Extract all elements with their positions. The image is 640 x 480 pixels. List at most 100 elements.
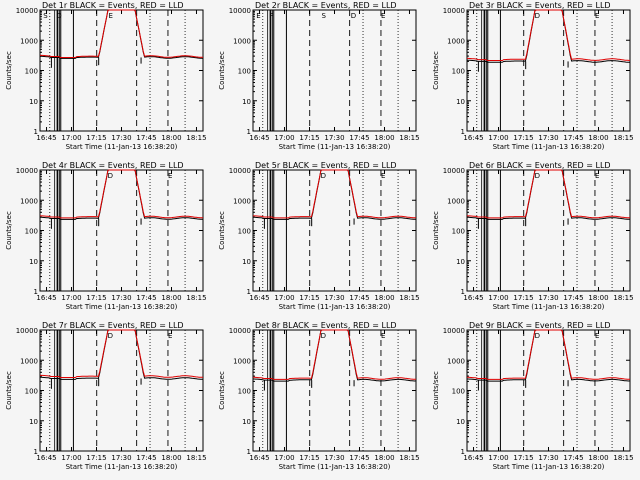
- chart-title: Det 2r BLACK = Events, RED = LLD: [255, 1, 397, 10]
- x-tick-label: 16:45: [36, 294, 56, 302]
- y-tick-label: 1: [247, 448, 251, 456]
- detector-panel-3: Det 3r BLACK = Events, RED = LLD 1 10 100 10…: [432, 1, 634, 151]
- y-tick-label: 10: [242, 258, 251, 266]
- y-tick-label: 10: [29, 418, 38, 426]
- y-axis-label: Counts/sec: [5, 51, 13, 90]
- y-tick-label: 10: [29, 98, 38, 106]
- x-tick-label: 18:00: [588, 134, 608, 142]
- x-tick-label: 17:15: [513, 454, 533, 462]
- x-tick-label: 17:30: [538, 294, 558, 302]
- lld-series-line: [39, 169, 203, 219]
- x-tick-label: 18:00: [161, 454, 181, 462]
- x-tick-label: 16:45: [463, 294, 483, 302]
- plot-frame: [466, 329, 631, 452]
- x-tick-label: 18:00: [588, 454, 608, 462]
- event-marker-label: E: [595, 172, 599, 180]
- x-tick-label: 17:30: [111, 454, 131, 462]
- y-tick-label: 10000: [443, 7, 465, 15]
- y-tick-label: 10000: [229, 327, 251, 335]
- y-axis-label: Counts/sec: [432, 211, 440, 250]
- x-axis-label: Start Time (11-Jan-13 16:38:20): [279, 463, 391, 471]
- plot-frame: [466, 169, 631, 292]
- detector-panel-7: Det 7r BLACK = Events, RED = LLD 1 10 100 10…: [5, 321, 207, 471]
- x-tick-label: 17:30: [111, 134, 131, 142]
- y-tick-label: 1000: [20, 197, 38, 205]
- detector-panel-6: Det 6r BLACK = Events, RED = LLD 1 10 100 10…: [432, 161, 634, 311]
- y-tick-label: 1: [34, 288, 38, 296]
- detector-panel-4: Det 4r BLACK = Events, RED = LLD 1 10 100 10…: [5, 161, 207, 311]
- chart-title: Det 1r BLACK = Events, RED = LLD: [42, 1, 184, 10]
- detector-panel-5: Det 5r BLACK = Events, RED = LLD 1 10 100 10…: [218, 161, 420, 311]
- x-tick-label: 17:30: [324, 454, 344, 462]
- x-tick-label: 16:45: [36, 134, 56, 142]
- x-tick-label: 17:45: [136, 134, 156, 142]
- y-tick-label: 1000: [447, 197, 465, 205]
- event-marker-label: D: [56, 12, 61, 20]
- x-tick-label: 17:45: [563, 134, 583, 142]
- y-tick-label: 100: [452, 68, 465, 76]
- chart-title: Det 7r BLACK = Events, RED = LLD: [42, 321, 184, 330]
- x-tick-label: 17:15: [86, 134, 106, 142]
- x-axis-label: Start Time (11-Jan-13 16:38:20): [66, 143, 178, 151]
- x-axis-label: Start Time (11-Jan-13 16:38:20): [279, 303, 391, 311]
- y-tick-label: 100: [238, 68, 251, 76]
- x-tick-label: 17:45: [349, 454, 369, 462]
- chart-title: Det 3r BLACK = Events, RED = LLD: [469, 1, 611, 10]
- x-tick-label: 18:15: [399, 454, 419, 462]
- y-axis-label: Counts/sec: [218, 211, 226, 250]
- plot-frame: [252, 329, 417, 452]
- y-tick-label: 1000: [20, 357, 38, 365]
- y-tick-label: 10000: [229, 7, 251, 15]
- x-tick-label: 18:15: [613, 294, 633, 302]
- y-tick-label: 100: [452, 228, 465, 236]
- y-tick-label: 10: [242, 418, 251, 426]
- event-marker-label: E: [108, 12, 112, 20]
- x-axis-label: Start Time (11-Jan-13 16:38:20): [493, 463, 605, 471]
- y-tick-label: 100: [25, 68, 38, 76]
- y-axis-label: Counts/sec: [218, 371, 226, 410]
- plot-frame: [252, 9, 417, 132]
- y-axis-label: Counts/sec: [5, 211, 13, 250]
- x-tick-label: 17:00: [61, 454, 81, 462]
- event-marker-label: E: [381, 172, 385, 180]
- plot-frame: [252, 169, 417, 292]
- event-marker-label: D: [351, 12, 356, 20]
- x-tick-label: 18:15: [613, 134, 633, 142]
- x-tick-label: 17:15: [513, 294, 533, 302]
- y-axis-label: Counts/sec: [432, 371, 440, 410]
- lld-series-line: [40, 329, 203, 378]
- x-tick-label: 17:15: [299, 294, 319, 302]
- plot-frame: [466, 9, 631, 132]
- y-tick-label: 1000: [233, 37, 251, 45]
- y-tick-label: 100: [25, 388, 38, 396]
- plot-frame: [39, 9, 204, 132]
- y-tick-label: 10: [456, 258, 465, 266]
- y-tick-label: 1: [247, 288, 251, 296]
- y-tick-label: 10000: [16, 327, 38, 335]
- x-tick-label: 17:30: [538, 134, 558, 142]
- x-tick-label: 17:00: [488, 454, 508, 462]
- y-axis-label: Counts/sec: [432, 51, 440, 90]
- event-marker-label: D: [108, 332, 113, 340]
- x-tick-label: 16:45: [249, 454, 269, 462]
- plot-frame: [39, 169, 204, 292]
- y-tick-label: 10000: [16, 167, 38, 175]
- plot-frame: [39, 329, 204, 452]
- x-tick-label: 17:45: [349, 134, 369, 142]
- y-tick-label: 10: [456, 98, 465, 106]
- x-tick-label: 18:00: [161, 134, 181, 142]
- x-tick-label: 16:45: [463, 134, 483, 142]
- detector-panel-8: Det 8r BLACK = Events, RED = LLD 1 10 100 10…: [218, 321, 420, 471]
- x-axis-label: Start Time (11-Jan-13 16:38:20): [493, 143, 605, 151]
- event-marker-label: D: [321, 332, 326, 340]
- x-tick-label: 17:30: [324, 134, 344, 142]
- event-marker-label: E: [595, 12, 599, 20]
- x-tick-label: 17:00: [274, 134, 294, 142]
- event-marker-label: F: [269, 12, 273, 20]
- x-tick-label: 16:45: [463, 454, 483, 462]
- y-tick-label: 1000: [20, 37, 38, 45]
- y-tick-label: 100: [238, 388, 251, 396]
- x-tick-label: 17:30: [538, 454, 558, 462]
- event-marker-label: D: [321, 172, 326, 180]
- x-tick-label: 17:45: [136, 454, 156, 462]
